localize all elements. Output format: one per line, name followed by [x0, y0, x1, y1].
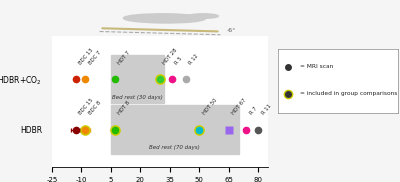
Text: -6°: -6°	[227, 28, 236, 33]
Text: HDT 8: HDT 8	[117, 100, 131, 116]
Text: R 12: R 12	[188, 53, 200, 66]
Circle shape	[188, 14, 218, 18]
Text: HDT 50: HDT 50	[202, 98, 218, 116]
Ellipse shape	[123, 14, 205, 23]
Text: BDC 7: BDC 7	[88, 50, 102, 66]
Text: = MRI scan: = MRI scan	[300, 64, 333, 70]
Text: HDT 7: HDT 7	[117, 50, 131, 66]
Text: R 7: R 7	[249, 106, 258, 116]
Text: BDC 8: BDC 8	[88, 100, 102, 116]
Text: BDC 15: BDC 15	[78, 98, 94, 116]
Text: R 5: R 5	[174, 56, 184, 66]
Text: Bed rest (70 days): Bed rest (70 days)	[149, 145, 200, 150]
Text: R 11: R 11	[260, 104, 272, 116]
Text: HDT 67: HDT 67	[231, 98, 248, 116]
Bar	[111, 105, 238, 154]
Text: Bed rest (30 days): Bed rest (30 days)	[112, 95, 163, 100]
Text: HDT 28: HDT 28	[162, 48, 179, 66]
Text: BDC 13: BDC 13	[78, 48, 94, 66]
Text: = included in group comparisons: = included in group comparisons	[300, 91, 397, 96]
Bar	[111, 55, 164, 103]
